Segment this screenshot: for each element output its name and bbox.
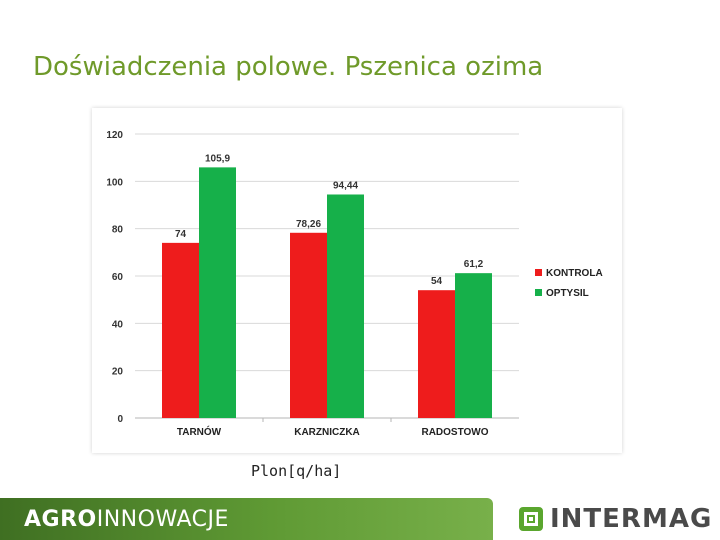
footer-brand: AGROINNOWACJE [24,507,229,532]
data-label: 74 [175,229,187,240]
bar [199,167,236,418]
footer-brand-light: INNOWACJE [96,507,229,532]
data-label: 61,2 [464,259,484,270]
intermag-logo-text: INTERMAG [550,504,713,534]
legend-swatch [535,269,542,276]
legend-swatch [535,289,542,296]
x-tick-label: TARNÓW [177,425,222,438]
footer-bar: AGROINNOWACJE [0,498,493,540]
chart-area: 0 20 40 60 80 100 120 TARNÓW KARZNICZKA RADOSTOWO… [92,108,622,453]
y-tick-label: 40 [112,319,124,330]
y-tick-label: 120 [106,130,123,141]
bar [418,290,455,418]
x-tick-label: KARZNICZKA [294,427,360,438]
y-tick-label: 20 [112,367,124,378]
footer-brand-strong: AGRO [24,507,97,532]
data-label: 54 [431,276,443,287]
y-tick-label: 0 [117,414,123,425]
intermag-logo-icon [519,507,543,531]
y-tick-label: 60 [112,272,124,283]
data-label: 78,26 [296,219,321,230]
bar-chart: 0 20 40 60 80 100 120 TARNÓW KARZNICZKA RADOSTOWO… [106,130,603,438]
bar [327,194,364,418]
unit-label: Plon[q/ha] [251,462,342,480]
slide-title: Doświadczenia polowe. Pszenica ozima [33,52,544,82]
bar [290,232,327,418]
bar [455,273,492,418]
x-tick-label: RADOSTOWO [421,427,488,438]
legend-label: KONTROLA [546,268,603,279]
bar [162,242,199,418]
legend-label: OPTYSIL [546,288,589,299]
intermag-logo: INTERMAG [519,503,712,535]
data-label: 105,9 [205,153,230,164]
data-label: 94,44 [333,180,358,191]
y-tick-label: 80 [112,225,124,236]
y-tick-label: 100 [106,177,123,188]
